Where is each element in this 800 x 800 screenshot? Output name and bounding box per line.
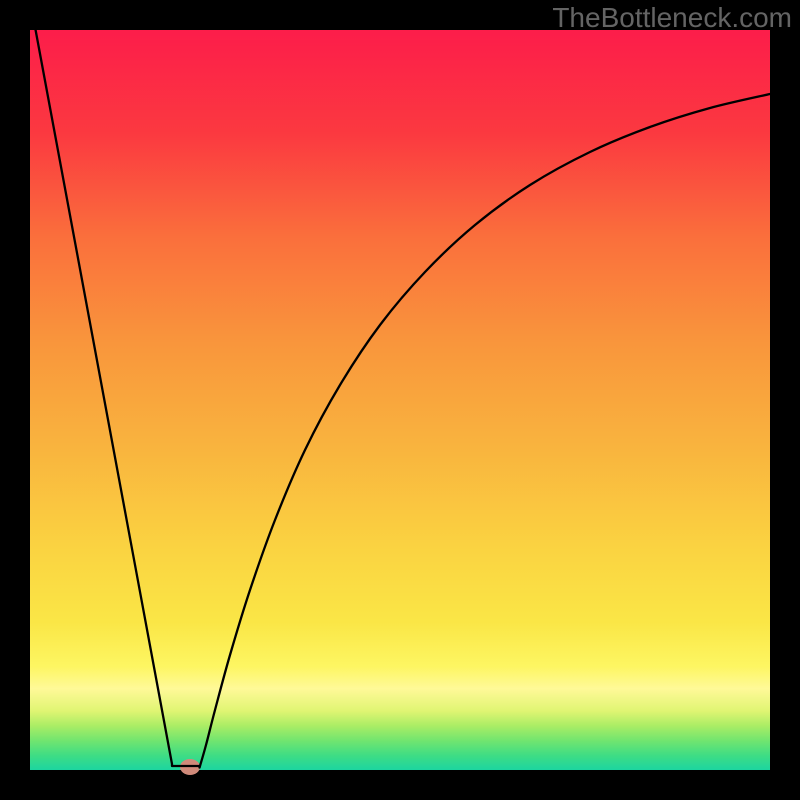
chart-background	[30, 30, 770, 770]
chart-container: TheBottleneck.com	[0, 0, 800, 800]
bottleneck-chart	[0, 0, 800, 800]
watermark-text: TheBottleneck.com	[552, 2, 792, 34]
